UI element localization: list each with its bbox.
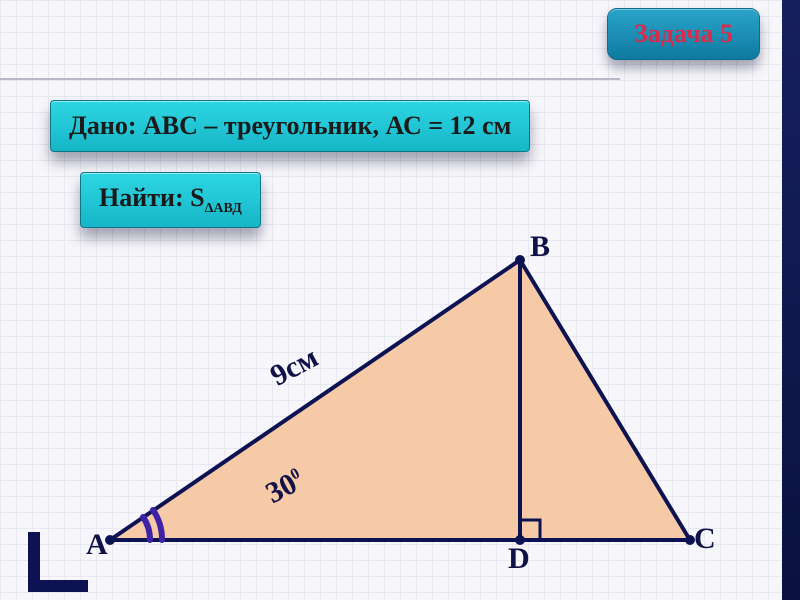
task-title-text: Задача 5 [634, 19, 733, 48]
corner-bracket-icon [28, 532, 88, 592]
given-text: Дано: ABC – треугольник, АС = 12 см [69, 111, 511, 140]
label-b: B [530, 230, 550, 264]
triangle-svg [80, 240, 720, 560]
label-c: C [694, 522, 716, 556]
task-title-badge: Задача 5 [607, 8, 760, 60]
find-box: Найти: SΔАВД [80, 172, 261, 228]
label-d: D [508, 542, 530, 576]
given-box: Дано: ABC – треугольник, АС = 12 см [50, 100, 530, 152]
slide-stage: Задача 5 Дано: ABC – треугольник, АС = 1… [0, 0, 800, 600]
header-rule [0, 78, 620, 80]
find-subscript: ΔАВД [205, 201, 242, 216]
vertex-b-dot [515, 255, 525, 265]
triangle-diagram: A B C D 300 9см [80, 240, 720, 560]
find-prefix: Найти: S [99, 183, 205, 212]
right-strip [782, 0, 800, 600]
label-a: A [86, 528, 108, 562]
